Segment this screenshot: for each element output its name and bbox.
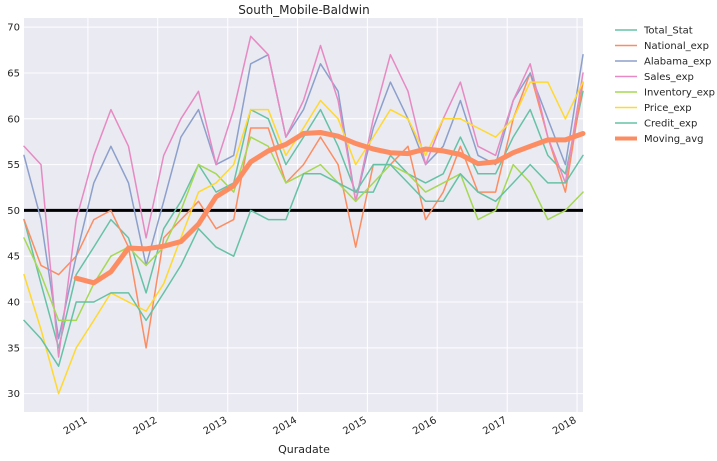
y-tick-label: 70	[7, 23, 20, 34]
y-tick-label: 55	[7, 160, 20, 171]
series-lines	[23, 35, 586, 395]
series-line-sales-exp	[23, 35, 584, 358]
series-line-credit-exp	[23, 154, 584, 367]
legend-label: Total_Stat	[643, 26, 693, 37]
legend-label: Inventory_exp	[644, 88, 715, 99]
y-tick-label: 35	[7, 343, 20, 354]
y-tick-label: 50	[7, 206, 20, 217]
legend-label: Credit_exp	[644, 119, 697, 130]
plot-background	[24, 18, 583, 412]
x-tick-label: 2017	[481, 415, 509, 437]
x-axis-ticks: 2011 2012 2013 2014 2015 2016 2017 2018	[62, 415, 579, 437]
y-tick-label: 40	[7, 298, 20, 309]
y-axis-ticks: 30 35 40 45 50 55 60 65 70	[7, 23, 20, 401]
series-line-moving-avg	[73, 130, 586, 286]
legend-label: Sales_exp	[644, 72, 694, 83]
x-tick-label: 2018	[551, 415, 579, 437]
chart-title: South_Mobile-Baldwin	[238, 3, 369, 17]
x-tick-label: 2011	[62, 415, 90, 437]
x-axis-title: Quradate	[278, 443, 330, 456]
x-tick-label: 2015	[341, 415, 369, 437]
series-line-national-exp	[23, 72, 584, 349]
x-tick-label: 2014	[272, 415, 300, 437]
y-tick-label: 65	[7, 68, 20, 79]
x-tick-label: 2013	[202, 415, 230, 437]
x-tick-label: 2016	[411, 415, 439, 437]
y-tick-label: 45	[7, 252, 20, 263]
y-tick-label: 60	[7, 114, 20, 125]
legend-label: National_exp	[644, 41, 709, 52]
series-line-price-exp	[23, 81, 584, 395]
legend-label: Moving_avg	[644, 134, 704, 145]
series-line-total-stat	[23, 90, 584, 349]
y-tick-label: 30	[7, 389, 20, 400]
legend: Total_Stat National_exp Alabama_exp Sales_e…	[615, 26, 715, 145]
legend-label: Alabama_exp	[644, 57, 711, 68]
x-tick-label: 2012	[132, 415, 160, 437]
legend-label: Price_exp	[644, 103, 692, 114]
